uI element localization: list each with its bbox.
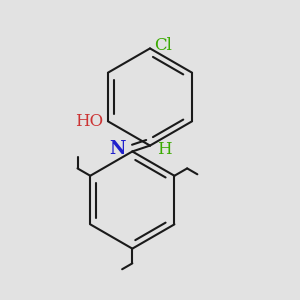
Text: H: H <box>158 142 172 158</box>
Text: Cl: Cl <box>154 37 172 54</box>
Text: HO: HO <box>75 113 103 130</box>
Text: N: N <box>109 140 125 158</box>
